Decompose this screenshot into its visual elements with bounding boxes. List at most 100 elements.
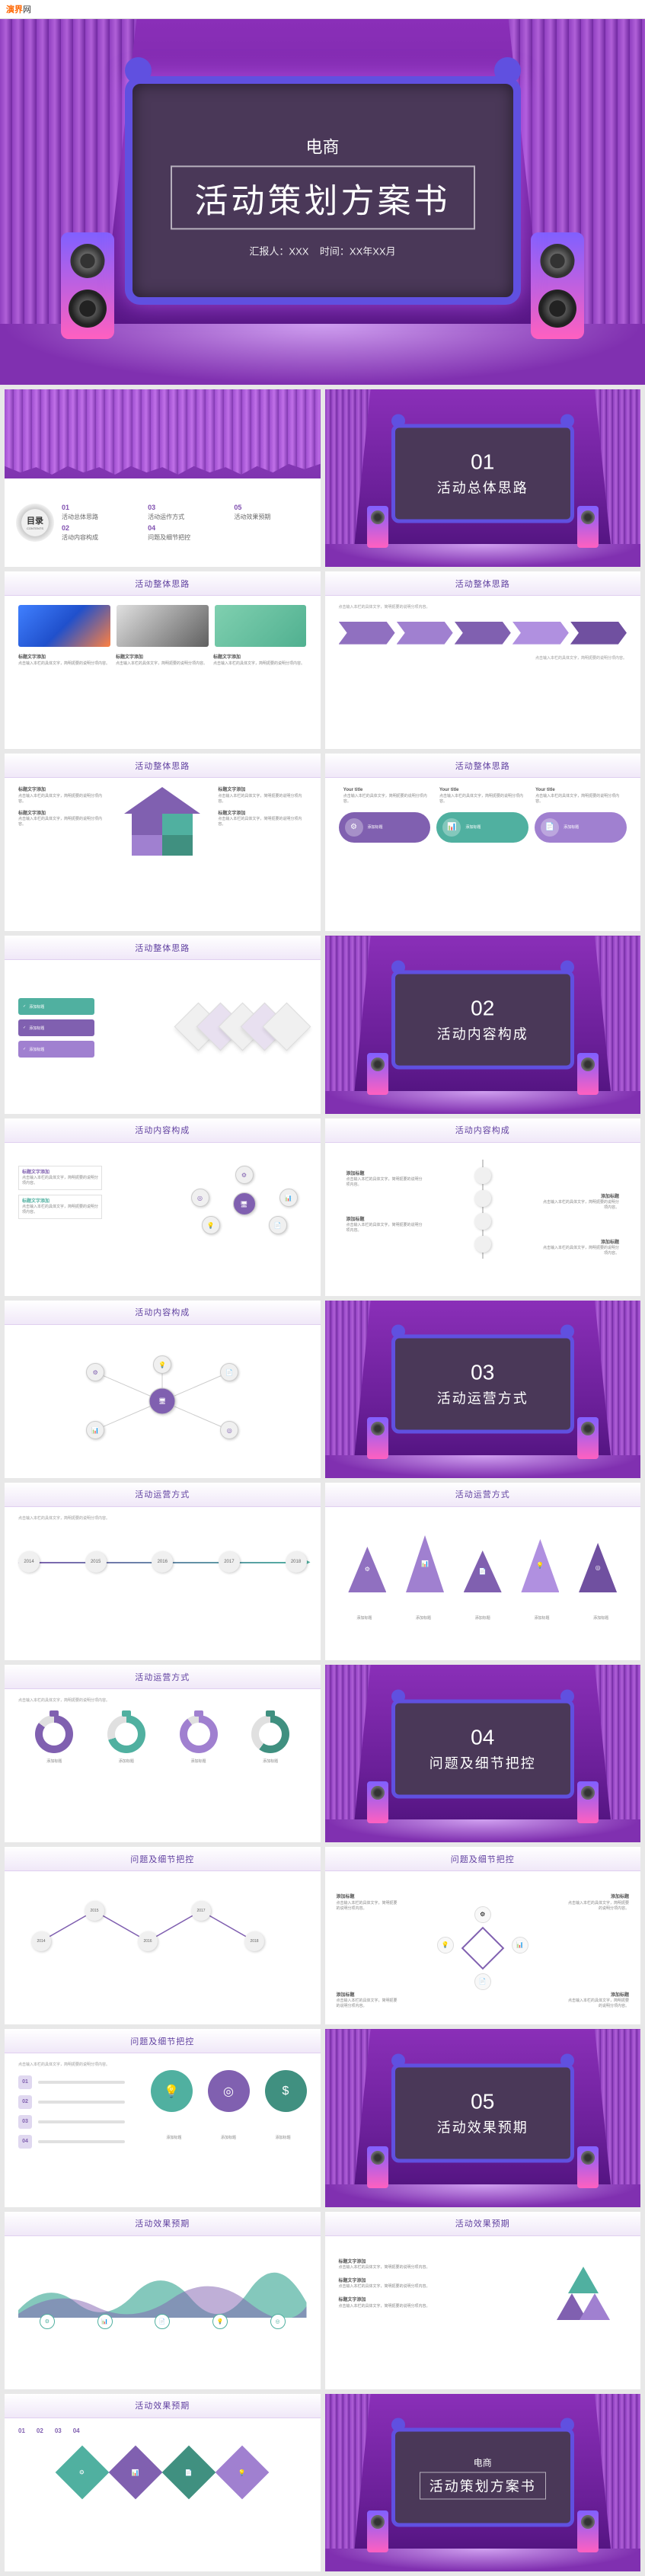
node: ◎ <box>191 1189 209 1207</box>
image-row <box>18 605 307 647</box>
hero-meta: 汇报人：XXX 时间：XX年XX月 <box>133 243 513 258</box>
timeline-node: 2017 <box>219 1551 240 1573</box>
slide-wave: 活动效果预期 ⚙ 📊 📄 💡 ◎ <box>5 2212 321 2389</box>
hero-slide: 电商 活动策划方案书 汇报人：XXX 时间：XX年XX月 <box>0 19 645 385</box>
triangle <box>580 2293 610 2320</box>
wave-icon: 💡 <box>212 2314 228 2329</box>
side-box: ✓添加标题 <box>18 1019 94 1036</box>
section-number: 02 <box>471 997 494 1021</box>
mountain-chart: ⚙ 📊 📄 💡 ◎ <box>339 1531 627 1592</box>
timeline-node: 2015 <box>85 1551 107 1573</box>
slide-header: 活动效果预期 <box>135 2399 190 2411</box>
donut-chart <box>107 1715 145 1753</box>
closing-title: 活动策划方案书 <box>420 2472 546 2499</box>
puzzle-house-diagram <box>124 787 200 856</box>
slide-images: 活动整体思路 标题文字添加点击输入本栏的具体文字，简明扼要的说明分项内容。 标题… <box>5 571 321 749</box>
chart-icon: 📊 <box>442 818 461 837</box>
section-slide-05: 05 活动效果预期 <box>325 2029 641 2206</box>
hex-node: ⚙ <box>474 1906 491 1923</box>
section-title: 活动内容构成 <box>437 1024 528 1044</box>
circle-icon: ◎ <box>208 2070 250 2112</box>
donut-chart <box>35 1715 73 1753</box>
slide-steps-circles: 问题及细节把控 点击输入本栏的具体文字，简明扼要的说明分项内容。 01 02 0… <box>5 2029 321 2206</box>
slide-nodes: 活动内容构成 标题文字添加点击输入本栏的具体文字，简明扼要的说明分项内容。 标题… <box>5 1118 321 1296</box>
wave-icon: 📄 <box>155 2314 170 2329</box>
toc-item: 03活动运作方式 <box>148 504 222 521</box>
slide-header: 活动整体思路 <box>135 760 190 772</box>
chevron-process <box>339 622 627 645</box>
step-number: 03 <box>55 2427 62 2434</box>
image-placeholder <box>117 605 209 647</box>
step-list: 01 02 03 04 <box>18 2075 125 2149</box>
circle-icon: 💡 <box>151 2070 193 2112</box>
side-box: ✓添加标题 <box>18 998 94 1015</box>
diamond-step: 📊 <box>109 2445 163 2499</box>
section-slide-04: 04 问题及细节把控 <box>325 1665 641 1842</box>
toc-badge: 目录 CONTENTS <box>16 504 54 542</box>
section-slide-02: 02 活动内容构成 <box>325 936 641 1113</box>
mountain-bar: 📄 <box>464 1550 502 1592</box>
donut-chart <box>251 1715 289 1753</box>
step-number: 02 <box>37 2427 43 2434</box>
site-logo: 演界网 <box>0 0 645 19</box>
logo-suffix: 网 <box>23 5 31 14</box>
slide-header: 活动整体思路 <box>455 760 510 772</box>
hub-node: 📄 <box>220 1363 238 1381</box>
hub-diagram: 🖥 ⚙ 📊 💡 📄 ◎ <box>86 1355 238 1447</box>
node: 💡 <box>202 1216 220 1234</box>
image-placeholder <box>215 605 307 647</box>
timeline: 2014 2015 2016 2017 2018 <box>18 1551 307 1573</box>
slide-header: 活动运营方式 <box>135 1671 190 1683</box>
triangle <box>568 2267 599 2293</box>
hub-center: 🖥 <box>149 1388 176 1415</box>
step-number: 04 <box>18 2135 32 2149</box>
branch-node <box>474 1190 491 1207</box>
big-circles: 💡 ◎ $ <box>151 2070 307 2112</box>
slide-hex: 问题及细节把控 ⚙ 📊 📄 💡 添加标题点击输入本栏的具体文字，简明扼要的说明分… <box>325 1847 641 2024</box>
node: 📄 <box>269 1216 287 1234</box>
chevron-step <box>339 622 395 645</box>
hub-node: ◎ <box>220 1421 238 1439</box>
diamond-chain <box>187 1010 298 1044</box>
slide-header: 活动整体思路 <box>135 942 190 954</box>
branch-node <box>474 1236 491 1253</box>
slide-header: 问题及细节把控 <box>130 1853 194 1865</box>
wave-icon: ⚙ <box>40 2314 55 2329</box>
section-number: 04 <box>471 1725 494 1749</box>
slide-timeline: 活动运营方式 点击输入本栏的具体文字，简明扼要的说明分项内容。 2014 201… <box>5 1483 321 1660</box>
toc-item: 01活动总体思路 <box>62 504 136 521</box>
side-boxes: ✓添加标题 ✓添加标题 ✓添加标题 <box>18 998 94 1058</box>
node: ⚙ <box>235 1166 254 1184</box>
hero-title: 活动策划方案书 <box>171 165 475 229</box>
wave-icon: ◎ <box>270 2314 286 2329</box>
section-number: 03 <box>471 1361 494 1385</box>
toc-item: 02活动内容构成 <box>62 524 136 542</box>
chevron-step <box>397 622 453 645</box>
slide-branch: 活动内容构成 添加标题点击输入本栏的具体文字，简明扼要的说明分项内容。 添加标题… <box>325 1118 641 1296</box>
speaker-left <box>61 232 114 339</box>
hero-text: 电商 活动策划方案书 汇报人：XXX 时间：XX年XX月 <box>133 133 513 258</box>
node: 📊 <box>279 1189 298 1207</box>
donut-row: 添加标题 添加标题 添加标题 添加标题 <box>18 1715 307 1764</box>
slide-header: 问题及细节把控 <box>130 2035 194 2047</box>
slide-donuts: 活动运营方式 点击输入本栏的具体文字，简明扼要的说明分项内容。 添加标题 添加标… <box>5 1665 321 1842</box>
slide-header: 活动整体思路 <box>135 578 190 590</box>
side-box: ✓添加标题 <box>18 1041 94 1058</box>
pill-row: ⚙添加标题 📊添加标题 📄添加标题 <box>339 812 627 843</box>
slide-header: 活动运营方式 <box>455 1488 510 1500</box>
hub-node: 📊 <box>86 1421 104 1439</box>
hex-diagram: ⚙ 📊 📄 💡 <box>441 1910 525 1986</box>
gear-icon: ⚙ <box>345 818 363 837</box>
slide-header: 活动整体思路 <box>455 578 510 590</box>
logo-brand: 演界 <box>6 5 23 14</box>
branch-node <box>474 1167 491 1184</box>
section-title: 问题及细节把控 <box>429 1752 536 1772</box>
hex-node: 📊 <box>512 1937 528 1954</box>
slide-header: 活动内容构成 <box>455 1124 510 1136</box>
speaker-right <box>531 232 584 339</box>
slide-header: 活动内容构成 <box>135 1306 190 1318</box>
slide-toc: 目录 CONTENTS 01活动总体思路 03活动运作方式 05活动效果预期 0… <box>5 389 321 567</box>
diamond-steps: ⚙ 📊 📄 💡 <box>18 2453 307 2491</box>
mountain-bar: 💡 <box>521 1539 559 1592</box>
slide-header: 活动内容构成 <box>135 1124 190 1136</box>
